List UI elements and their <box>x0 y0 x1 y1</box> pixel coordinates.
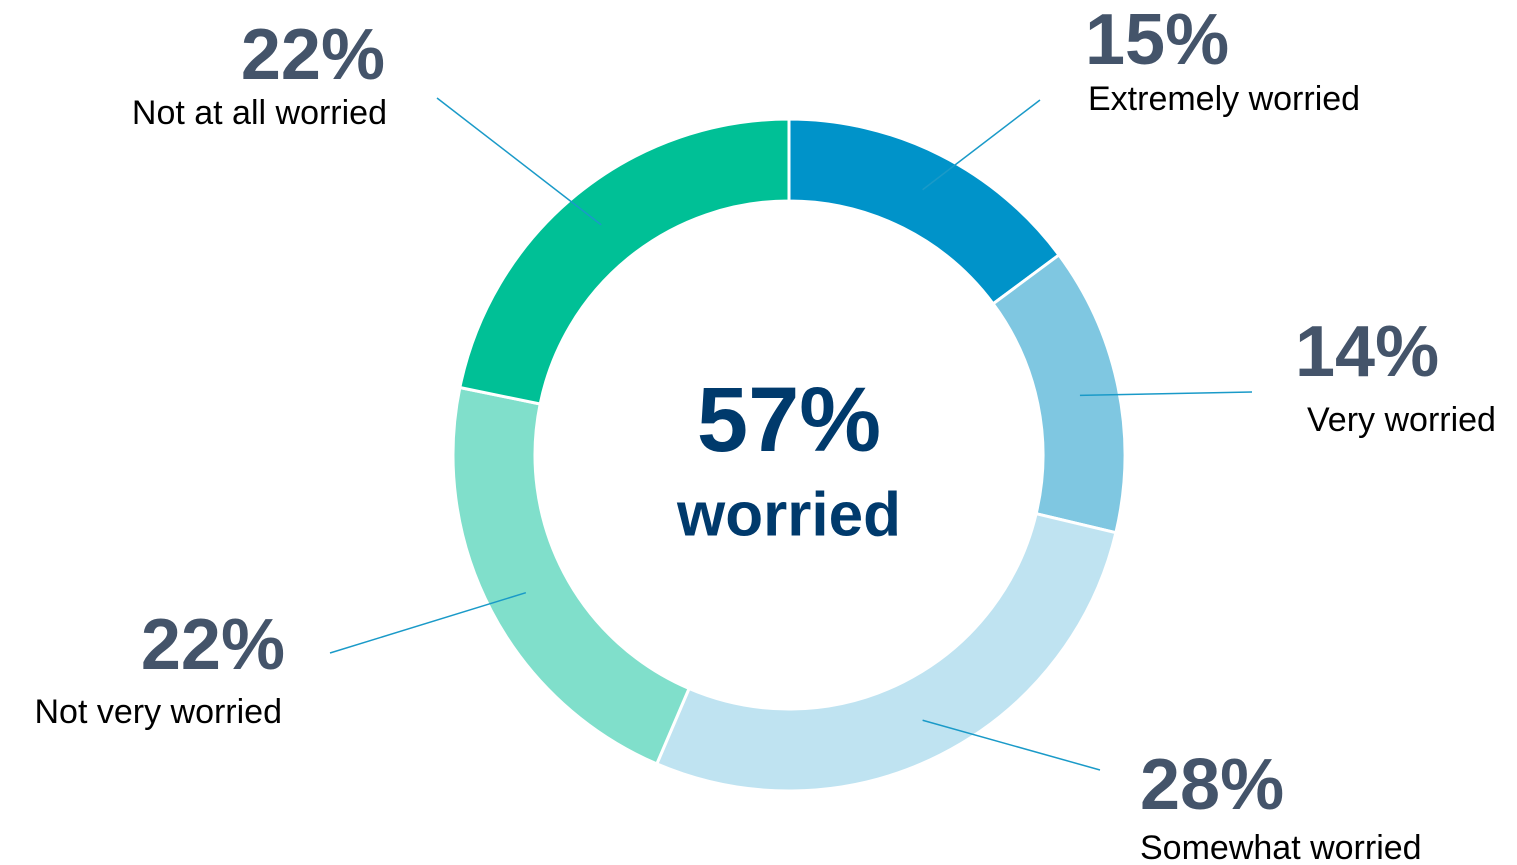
value-label: 22% <box>241 15 385 95</box>
category-label: Somewhat worried <box>1140 829 1422 865</box>
donut-segment <box>654 511 1118 793</box>
category-label: Very worried <box>1307 401 1496 439</box>
donut-segment <box>787 117 1062 306</box>
category-label: Not at all worried <box>132 94 387 132</box>
leader-line <box>436 97 602 226</box>
center-label: worried <box>676 481 901 550</box>
value-label: 28% <box>1140 745 1284 825</box>
category-label: Not very worried <box>34 693 282 731</box>
value-label: 15% <box>1085 0 1229 80</box>
donut-segment <box>990 252 1127 535</box>
value-label: 14% <box>1295 312 1439 392</box>
leader-line <box>922 719 1101 771</box>
leader-line <box>1079 391 1253 397</box>
category-label: Extremely worried <box>1088 80 1360 118</box>
leader-line <box>329 591 527 654</box>
leader-line <box>922 99 1041 191</box>
donut-segment <box>451 385 692 766</box>
center-value: 57% <box>697 369 881 471</box>
value-label: 22% <box>141 605 285 685</box>
donut-segment <box>458 117 791 406</box>
